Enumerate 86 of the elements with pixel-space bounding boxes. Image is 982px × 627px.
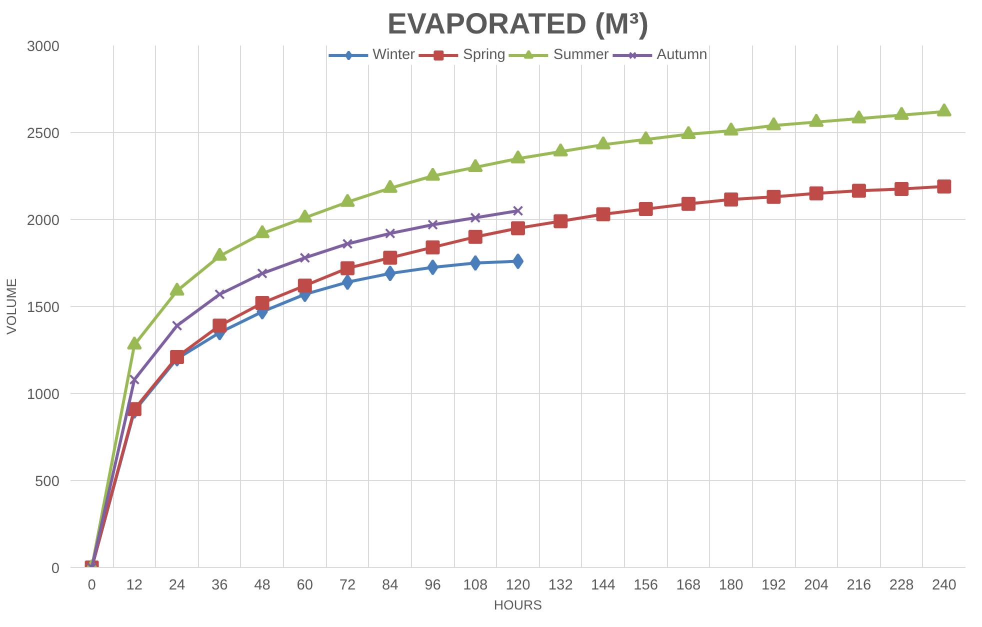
point [680,126,696,139]
point [342,238,353,250]
point [766,190,781,204]
point [425,167,440,181]
point [724,192,738,206]
x-tick-label: 96 [424,578,441,594]
point [384,228,396,239]
point [681,196,696,211]
point [638,130,654,144]
point [808,114,824,127]
x-axis-title: HOURS [494,598,542,612]
point [851,110,866,124]
x-tick-label: 228 [889,578,914,594]
x-tick-label: 180 [718,578,744,594]
point [766,117,782,130]
point [937,179,952,194]
legend-label: Spring [463,47,506,63]
point [894,182,909,196]
x-tick-label: 48 [254,578,270,594]
x-tick-label: 72 [339,578,356,594]
x-tick-label: 60 [296,578,314,594]
point [383,250,398,265]
point [428,219,438,230]
point [553,143,568,156]
point [468,158,483,172]
point [257,268,268,279]
x-tick-label: 192 [761,578,786,594]
point [382,180,398,193]
point [852,184,866,198]
point [340,194,356,207]
y-tick-label: 1500 [26,300,60,316]
point [298,278,312,293]
point [470,255,482,271]
point [300,252,310,264]
legend-label: Autumn [656,47,708,63]
x-tick-label: 12 [126,578,143,594]
point [297,209,312,223]
y-tick-label: 0 [51,561,60,577]
x-tick-label: 204 [804,578,829,594]
point [596,207,610,222]
point [894,106,910,120]
point [809,186,824,200]
point [214,289,225,300]
legend-label: Summer [553,47,609,63]
point [512,253,524,270]
point [342,274,354,290]
point [384,265,396,282]
point [212,318,227,333]
x-tick-label: 36 [212,578,228,594]
point [510,150,526,164]
y-tick-label: 1000 [26,387,60,403]
x-tick-label: 240 [932,578,956,594]
point [255,296,270,310]
point [172,320,182,331]
point [638,202,653,216]
point [254,224,270,238]
legend-label: Winter [372,47,416,63]
point [596,136,611,150]
x-tick-label: 144 [591,578,616,594]
x-tick-label: 132 [548,578,573,594]
y-tick-label: 2000 [26,213,60,229]
point [936,103,952,116]
chart-title: EVAPORATED (M³) [387,8,649,40]
x-tick-label: 108 [463,578,488,594]
point [468,230,482,244]
x-tick-label: 168 [676,578,701,594]
x-tick-label: 0 [88,578,96,594]
point [470,212,481,224]
point [340,261,355,276]
y-tick-label: 2500 [26,126,60,142]
point [511,221,525,236]
point [512,206,524,216]
y-tick-label: 500 [35,474,60,490]
point [129,374,140,385]
point [170,350,184,364]
point [426,240,440,254]
point [212,248,228,261]
y-tick-label: 3000 [26,39,60,55]
x-tick-label: 24 [168,578,186,594]
x-tick-label: 156 [634,578,658,594]
x-tick-label: 84 [382,578,398,594]
x-tick-label: 120 [506,578,530,594]
y-axis-title: VOLUME [4,278,19,335]
x-tick-label: 216 [846,578,872,594]
point [724,122,739,136]
point [554,214,568,228]
